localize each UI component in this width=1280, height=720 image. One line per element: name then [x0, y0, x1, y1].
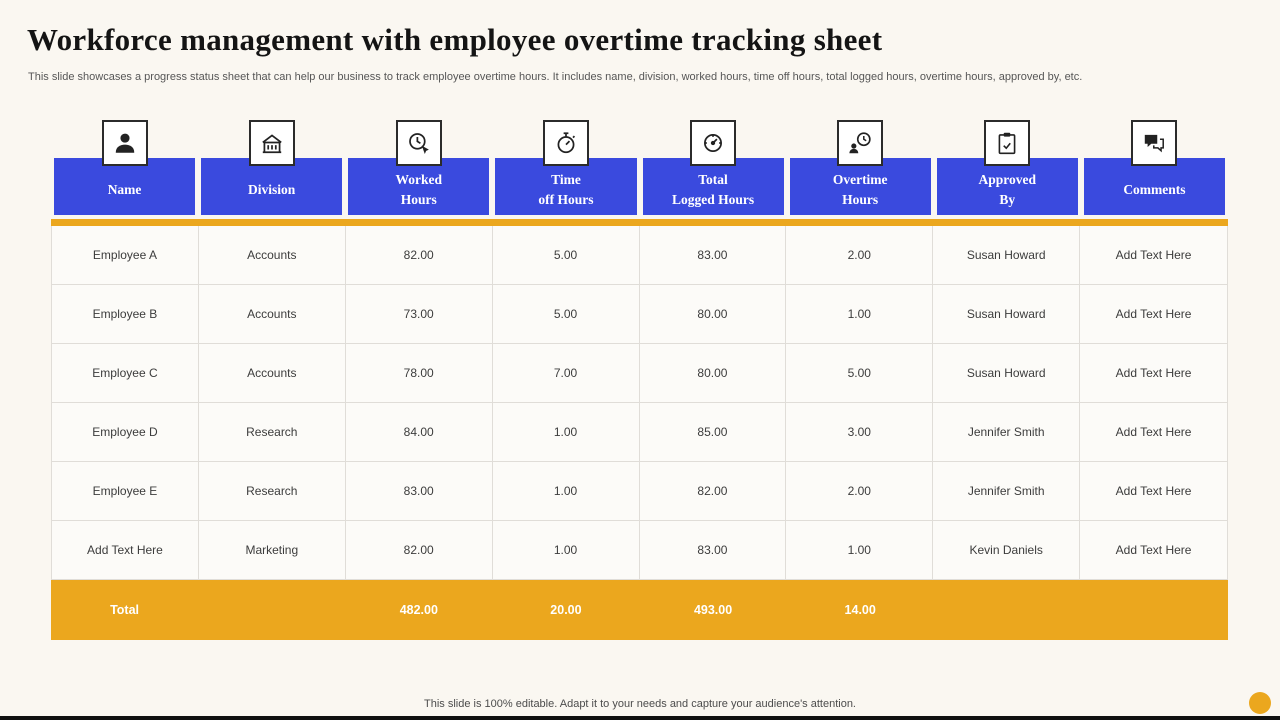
- table-cell: 2.00: [786, 462, 934, 520]
- table-cell: 84.00: [346, 403, 493, 461]
- column-header-overtime-hours: Overtime Hours: [789, 158, 931, 215]
- header-accent-bar: [51, 219, 1228, 226]
- table-cell: Kevin Daniels: [933, 521, 1081, 579]
- organization-icon: [248, 120, 295, 166]
- total-cell: [1081, 580, 1228, 640]
- table-cell: Employee B: [52, 285, 199, 343]
- table-cell: Employee A: [52, 226, 199, 284]
- table-cell: 83.00: [346, 462, 493, 520]
- table-cell: Add Text Here: [1115, 543, 1192, 557]
- table-cell: 1.00: [786, 521, 934, 579]
- table-cell: 1.00: [493, 403, 640, 461]
- column-header-division: Division: [201, 158, 343, 215]
- total-cell: [934, 580, 1081, 640]
- table-cell: 82.00: [346, 521, 493, 579]
- page-title: Workforce management with employee overt…: [27, 22, 883, 57]
- total-cell: 14.00: [844, 603, 876, 617]
- bottom-edge-bar: [0, 716, 1280, 720]
- table-cell: 73.00: [346, 285, 493, 343]
- table-cell: Marketing: [199, 521, 346, 579]
- table-cell: Research: [199, 462, 346, 520]
- comments-icon: [1131, 120, 1178, 166]
- editable-note: This slide is 100% editable. Adapt it to…: [424, 698, 856, 710]
- table-cell: Add Text Here: [1115, 425, 1192, 439]
- clock-hand-icon: [395, 120, 442, 166]
- total-cell: 20.00: [550, 603, 582, 617]
- table-cell: Add Text Here: [1115, 366, 1192, 380]
- table-cell: Add Text Here: [1115, 248, 1192, 262]
- gauge-clock-icon: [690, 120, 737, 166]
- table-cell: Add Text Here: [1115, 307, 1192, 321]
- table-cell: 5.00: [493, 285, 640, 343]
- table-cell: 1.00: [493, 462, 640, 520]
- table-header-row: Name Division Worked Hours Time off Hour…: [51, 158, 1228, 215]
- stopwatch-icon: [542, 120, 589, 166]
- table-cell: Susan Howard: [933, 285, 1081, 343]
- table-cell: Accounts: [199, 344, 346, 402]
- total-cell: 482.00: [399, 603, 438, 617]
- table-cell: Research: [199, 403, 346, 461]
- table-row: Employee B Accounts 73.00 5.00 80.00 1.0…: [52, 285, 1227, 344]
- table-cell: 7.00: [493, 344, 640, 402]
- table-cell: 2.00: [786, 226, 934, 284]
- table-cell: Accounts: [199, 226, 346, 284]
- table-cell: Susan Howard: [933, 226, 1081, 284]
- table-cell: 82.00: [640, 462, 787, 520]
- page-subtitle: This slide showcases a progress status s…: [28, 71, 1083, 83]
- table-row: Add Text Here Marketing 82.00 1.00 83.00…: [52, 521, 1227, 580]
- table-cell: 1.00: [786, 285, 934, 343]
- table-cell: Employee D: [52, 403, 199, 461]
- table-row: Employee D Research 84.00 1.00 85.00 3.0…: [52, 403, 1227, 462]
- column-header-time-off-hours: Time off Hours: [495, 158, 637, 215]
- table-cell: Add Text Here: [1115, 484, 1192, 498]
- table-cell: 80.00: [640, 344, 787, 402]
- column-header-total-logged-hours: Total Logged Hours: [642, 158, 784, 215]
- table-row: Employee A Accounts 82.00 5.00 83.00 2.0…: [52, 226, 1227, 285]
- table-cell: Accounts: [199, 285, 346, 343]
- table-cell: 5.00: [786, 344, 934, 402]
- table-cell: 1.00: [493, 521, 640, 579]
- total-label: Total: [110, 603, 140, 617]
- table-cell: Add Text Here: [52, 521, 199, 579]
- table-cell: 3.00: [786, 403, 934, 461]
- table-body: Employee A Accounts 82.00 5.00 83.00 2.0…: [51, 226, 1228, 580]
- table-cell: 83.00: [640, 226, 787, 284]
- total-cell: [198, 580, 345, 640]
- total-cell: 493.00: [693, 603, 733, 617]
- table-cell: 85.00: [640, 403, 787, 461]
- table-cell: Jennifer Smith: [933, 403, 1081, 461]
- overtime-tracking-table: Name Division Worked Hours Time off Hour…: [51, 120, 1228, 640]
- table-cell: 82.00: [346, 226, 493, 284]
- column-header-worked-hours: Worked Hours: [348, 158, 490, 215]
- table-cell: 80.00: [640, 285, 787, 343]
- person-icon: [101, 120, 148, 166]
- table-cell: 83.00: [640, 521, 787, 579]
- column-icons-row: [51, 120, 1228, 166]
- table-cell: Employee C: [52, 344, 199, 402]
- table-cell: Employee E: [52, 462, 199, 520]
- clipboard-check-icon: [984, 120, 1031, 166]
- table-cell: Susan Howard: [933, 344, 1081, 402]
- accent-circle: [1249, 692, 1271, 714]
- table-cell: 5.00: [493, 226, 640, 284]
- column-header-approved-by: Approved By: [936, 158, 1078, 215]
- person-clock-icon: [837, 120, 884, 166]
- table-row: Employee E Research 83.00 1.00 82.00 2.0…: [52, 462, 1227, 521]
- table-row: Employee C Accounts 78.00 7.00 80.00 5.0…: [52, 344, 1227, 403]
- table-cell: Jennifer Smith: [933, 462, 1081, 520]
- column-header-comments: Comments: [1083, 158, 1225, 215]
- total-row: Total 482.00 20.00 493.00 14.00: [51, 580, 1228, 640]
- table-cell: 78.00: [346, 344, 493, 402]
- column-header-name: Name: [54, 158, 196, 215]
